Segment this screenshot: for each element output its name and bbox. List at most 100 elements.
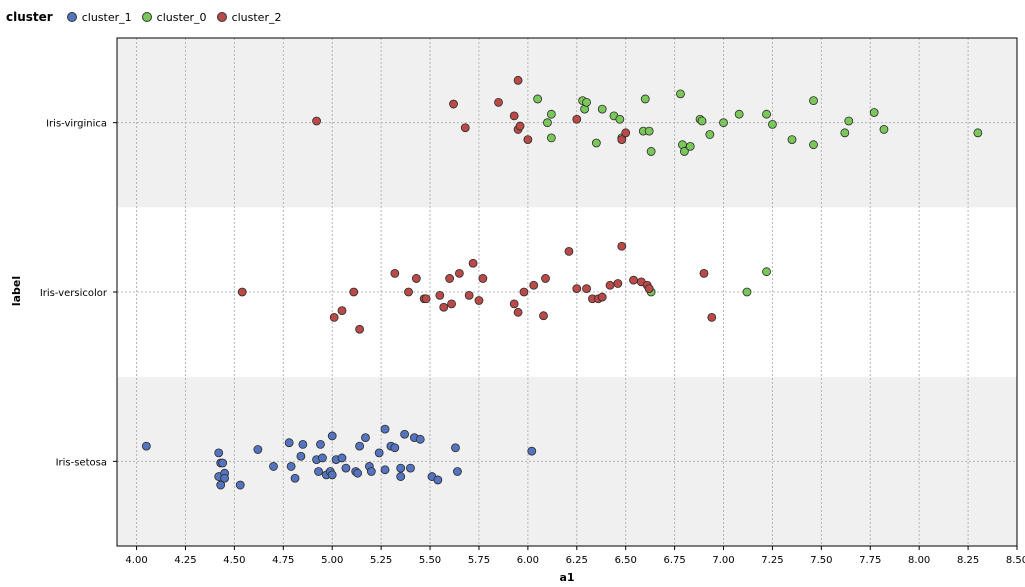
data-point[interactable] (494, 97, 503, 107)
data-point[interactable] (615, 114, 625, 124)
data-point[interactable] (742, 287, 752, 297)
data-point[interactable] (513, 307, 523, 317)
data-point[interactable] (464, 290, 474, 300)
data-point[interactable] (605, 280, 615, 290)
data-point[interactable] (253, 445, 263, 454)
data-point[interactable] (451, 443, 460, 453)
data-point[interactable] (699, 268, 709, 278)
data-point[interactable] (564, 246, 574, 256)
data-point[interactable] (582, 97, 591, 107)
data-point[interactable] (361, 433, 370, 443)
data-point[interactable] (685, 141, 695, 151)
data-point[interactable] (337, 453, 347, 463)
data-point[interactable] (374, 448, 384, 458)
data-point[interactable] (366, 467, 376, 476)
data-point[interactable] (390, 443, 400, 453)
data-point[interactable] (341, 463, 351, 473)
data-point[interactable] (676, 89, 685, 99)
data-point[interactable] (445, 274, 455, 283)
data-point[interactable] (640, 94, 650, 104)
data-point[interactable] (439, 302, 449, 312)
data-point[interactable] (316, 439, 325, 449)
data-point[interactable] (468, 258, 478, 268)
data-point[interactable] (396, 472, 406, 481)
data-point[interactable] (597, 292, 607, 302)
data-point[interactable] (572, 284, 582, 294)
data-point[interactable] (329, 312, 339, 322)
data-point[interactable] (318, 453, 327, 463)
data-point[interactable] (572, 114, 582, 124)
data-point[interactable] (216, 480, 226, 490)
data-point[interactable] (519, 287, 529, 297)
data-point[interactable] (621, 128, 631, 138)
data-point[interactable] (719, 118, 728, 128)
data-point[interactable] (400, 429, 410, 439)
data-point[interactable] (337, 306, 347, 316)
data-point[interactable] (421, 294, 431, 304)
data-point[interactable] (327, 470, 337, 480)
data-point[interactable] (543, 118, 552, 128)
data-point[interactable] (734, 109, 744, 119)
data-point[interactable] (646, 147, 656, 156)
data-point[interactable] (617, 135, 627, 145)
data-point[interactable] (396, 463, 406, 473)
data-point[interactable] (312, 116, 321, 126)
data-point[interactable] (449, 99, 458, 109)
data-point[interactable] (705, 130, 715, 139)
data-point[interactable] (447, 299, 456, 309)
data-point[interactable] (290, 473, 300, 483)
data-point[interactable] (404, 287, 413, 297)
data-point[interactable] (973, 128, 983, 138)
data-point[interactable] (269, 462, 278, 471)
data-point[interactable] (214, 448, 224, 458)
data-point[interactable] (546, 109, 556, 119)
data-point[interactable] (629, 275, 638, 285)
data-point[interactable] (597, 104, 607, 114)
data-point[interactable] (406, 463, 415, 473)
data-point[interactable] (617, 241, 627, 251)
data-point[interactable] (390, 268, 400, 278)
data-point[interactable] (591, 138, 601, 148)
data-point[interactable] (453, 467, 462, 476)
data-point[interactable] (768, 119, 777, 129)
data-point[interactable] (539, 311, 548, 321)
legend-item-cluster-0[interactable]: cluster_0 (141, 11, 207, 24)
data-point[interactable] (762, 267, 771, 277)
data-point[interactable] (141, 441, 151, 451)
data-point[interactable] (355, 324, 365, 334)
data-point[interactable] (707, 312, 717, 322)
data-point[interactable] (644, 126, 654, 136)
data-point[interactable] (284, 438, 294, 448)
data-point[interactable] (533, 94, 543, 104)
data-point[interactable] (840, 128, 850, 138)
data-point[interactable] (380, 424, 390, 434)
data-point[interactable] (523, 135, 533, 145)
data-point[interactable] (869, 108, 879, 117)
data-point[interactable] (314, 467, 323, 476)
data-point[interactable] (509, 299, 519, 309)
data-point[interactable] (218, 458, 228, 468)
data-point[interactable] (541, 274, 550, 283)
legend-item-cluster-1[interactable]: cluster_1 (66, 11, 132, 24)
data-point[interactable] (296, 451, 306, 461)
data-point[interactable] (809, 140, 818, 150)
data-point[interactable] (644, 284, 654, 294)
data-point[interactable] (809, 96, 818, 106)
data-point[interactable] (527, 446, 537, 456)
data-point[interactable] (411, 274, 421, 283)
data-point[interactable] (454, 268, 464, 278)
data-point[interactable] (679, 147, 689, 156)
legend-item-cluster-2[interactable]: cluster_2 (216, 11, 281, 24)
data-point[interactable] (844, 116, 854, 126)
data-point[interactable] (220, 473, 230, 483)
data-point[interactable] (474, 296, 484, 305)
data-point[interactable] (613, 279, 623, 288)
data-point[interactable] (460, 123, 470, 133)
data-point[interactable] (509, 111, 519, 121)
data-point[interactable] (478, 274, 488, 283)
data-point[interactable] (298, 439, 308, 449)
data-point[interactable] (513, 75, 523, 85)
data-point[interactable] (327, 431, 337, 441)
data-point[interactable] (697, 116, 707, 126)
data-point[interactable] (415, 434, 425, 444)
